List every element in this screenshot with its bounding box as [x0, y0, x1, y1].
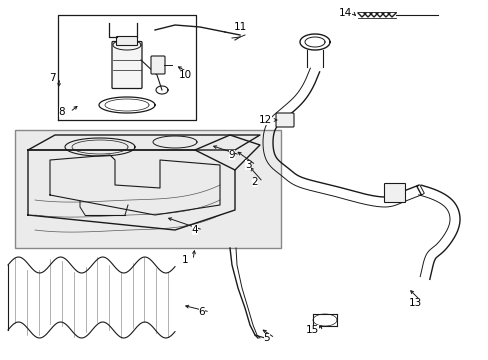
FancyBboxPatch shape	[15, 130, 281, 248]
Text: 12: 12	[258, 115, 271, 125]
Text: 1: 1	[182, 255, 188, 265]
Text: 7: 7	[49, 73, 55, 83]
Text: 13: 13	[407, 298, 421, 308]
FancyBboxPatch shape	[116, 36, 137, 45]
Text: 9: 9	[228, 150, 235, 160]
Text: 6: 6	[198, 307, 205, 317]
Text: 8: 8	[59, 107, 65, 117]
Text: 11: 11	[233, 22, 246, 32]
Text: 2: 2	[251, 177, 258, 187]
FancyBboxPatch shape	[151, 56, 164, 74]
FancyBboxPatch shape	[275, 113, 293, 127]
Text: 10: 10	[178, 70, 191, 80]
Text: 15: 15	[305, 325, 318, 335]
FancyBboxPatch shape	[112, 41, 142, 89]
Text: 4: 4	[191, 225, 198, 235]
Text: 3: 3	[244, 160, 251, 170]
Text: 5: 5	[263, 333, 270, 343]
Text: 14: 14	[338, 8, 351, 18]
FancyBboxPatch shape	[384, 184, 405, 202]
